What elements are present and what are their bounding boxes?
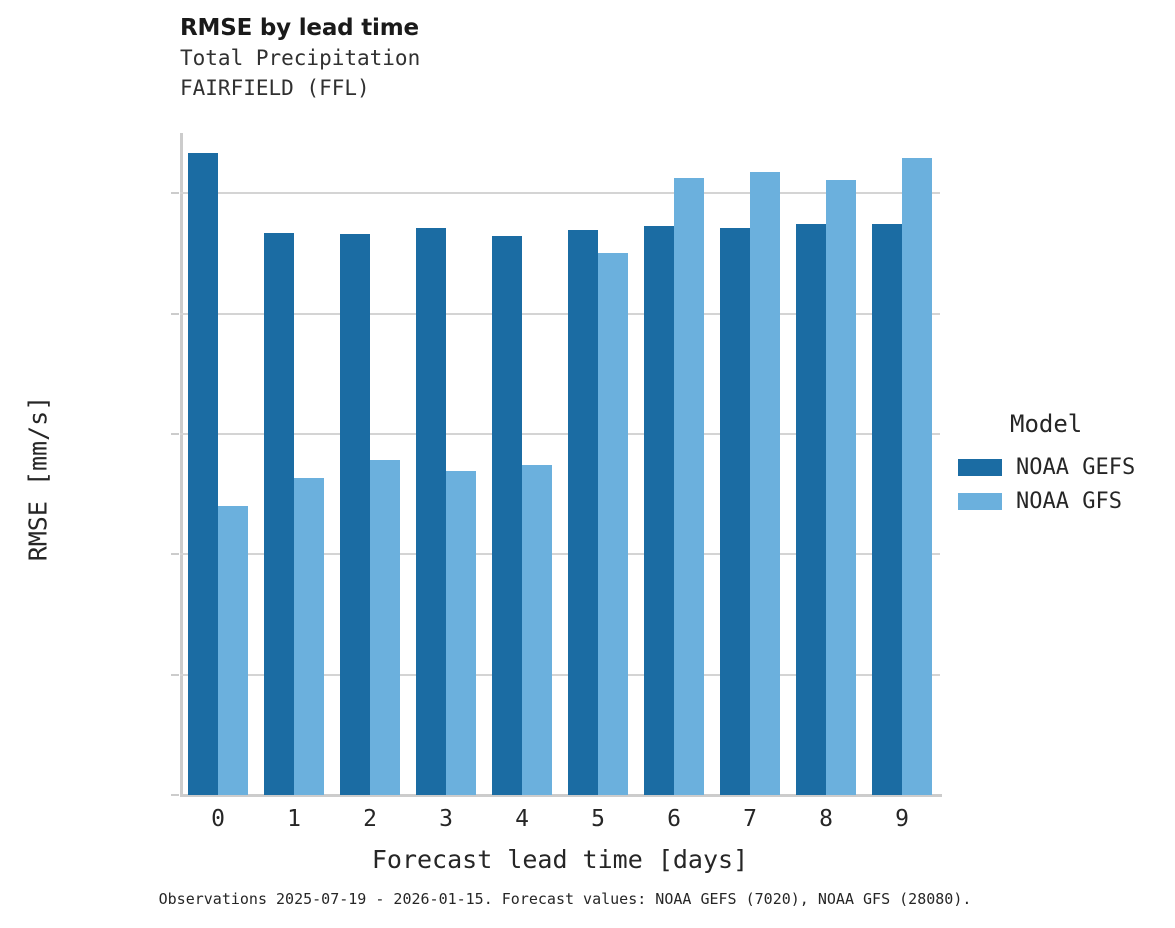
legend: Model NOAA GEFS NOAA GFS: [958, 410, 1173, 518]
bar-noaa-gefs-day-5[interactable]: [567, 229, 598, 795]
bar-noaa-gfs-day-1[interactable]: [294, 477, 325, 795]
legend-swatch-gfs: [958, 492, 1002, 510]
bar-noaa-gefs-day-3[interactable]: [415, 227, 446, 795]
legend-title: Model: [1010, 410, 1083, 438]
y-axis-tick: [171, 192, 179, 195]
bar-noaa-gefs-day-6[interactable]: [643, 225, 674, 795]
bar-noaa-gefs-day-9[interactable]: [871, 224, 902, 795]
bar-noaa-gfs-day-9[interactable]: [902, 158, 933, 795]
bar-noaa-gefs-day-4[interactable]: [491, 235, 522, 795]
plot-area: [180, 133, 940, 795]
x-axis-tick-label: 0: [211, 806, 225, 832]
chart-subtitle-variable: Total Precipitation: [180, 46, 421, 70]
y-axis-spine: [180, 133, 183, 797]
gridline: [180, 553, 940, 556]
chart-subtitle-station: FAIRFIELD (FFL): [180, 76, 370, 100]
bar-noaa-gefs-day-2[interactable]: [339, 234, 370, 795]
legend-item-gfs[interactable]: NOAA GFS: [958, 484, 1173, 518]
y-axis-tick: [171, 673, 179, 676]
gridline: [180, 673, 940, 676]
y-axis-tick: [171, 432, 179, 435]
y-axis-tick: [171, 553, 179, 556]
bar-noaa-gfs-day-7[interactable]: [750, 171, 781, 795]
bar-noaa-gfs-day-6[interactable]: [674, 178, 705, 795]
y-axis-tick: [171, 794, 179, 796]
legend-item-gefs[interactable]: NOAA GEFS: [958, 450, 1173, 484]
x-axis-tick-label: 7: [743, 806, 757, 832]
legend-swatch-gefs: [958, 458, 1002, 476]
bar-noaa-gfs-day-3[interactable]: [446, 471, 477, 795]
bar-noaa-gefs-day-7[interactable]: [719, 227, 750, 795]
footnote: Observations 2025-07-19 - 2026-01-15. Fo…: [158, 890, 972, 908]
gridline: [180, 192, 940, 195]
bar-noaa-gfs-day-0[interactable]: [218, 506, 249, 795]
x-axis-spine: [180, 794, 942, 797]
x-axis-title: Forecast lead time [days]: [371, 845, 749, 874]
legend-label-gfs: NOAA GFS: [1016, 488, 1122, 514]
bar-noaa-gfs-day-5[interactable]: [598, 252, 629, 795]
x-axis-tick-label: 3: [439, 806, 453, 832]
bar-noaa-gfs-day-8[interactable]: [826, 180, 857, 795]
legend-label-gefs: NOAA GEFS: [1016, 454, 1136, 480]
title-block: RMSE by lead time Total Precipitation FA…: [180, 14, 880, 103]
x-axis-tick-label: 1: [287, 806, 301, 832]
y-axis-title: RMSE [mm/s]: [23, 395, 53, 562]
bar-noaa-gefs-day-0[interactable]: [187, 152, 218, 795]
x-axis-tick-label: 2: [363, 806, 377, 832]
x-axis-tick-label: 9: [895, 806, 909, 832]
x-axis-tick-label: 4: [515, 806, 529, 832]
x-axis-tick-label: 8: [819, 806, 833, 832]
y-axis-tick: [171, 312, 179, 315]
bar-noaa-gefs-day-1[interactable]: [263, 233, 294, 795]
x-axis-tick-label: 6: [667, 806, 681, 832]
bar-noaa-gfs-day-2[interactable]: [370, 460, 401, 795]
bar-noaa-gefs-day-8[interactable]: [795, 224, 826, 795]
x-axis-tick-label: 5: [591, 806, 605, 832]
page-title: RMSE by lead time: [180, 15, 419, 41]
bar-noaa-gfs-day-4[interactable]: [522, 464, 553, 795]
gridline: [180, 312, 940, 315]
gridline: [180, 432, 940, 435]
